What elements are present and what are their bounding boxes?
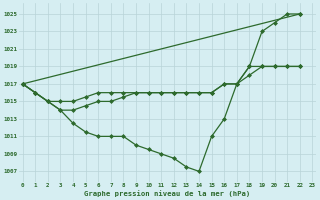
X-axis label: Graphe pression niveau de la mer (hPa): Graphe pression niveau de la mer (hPa) <box>84 190 251 197</box>
